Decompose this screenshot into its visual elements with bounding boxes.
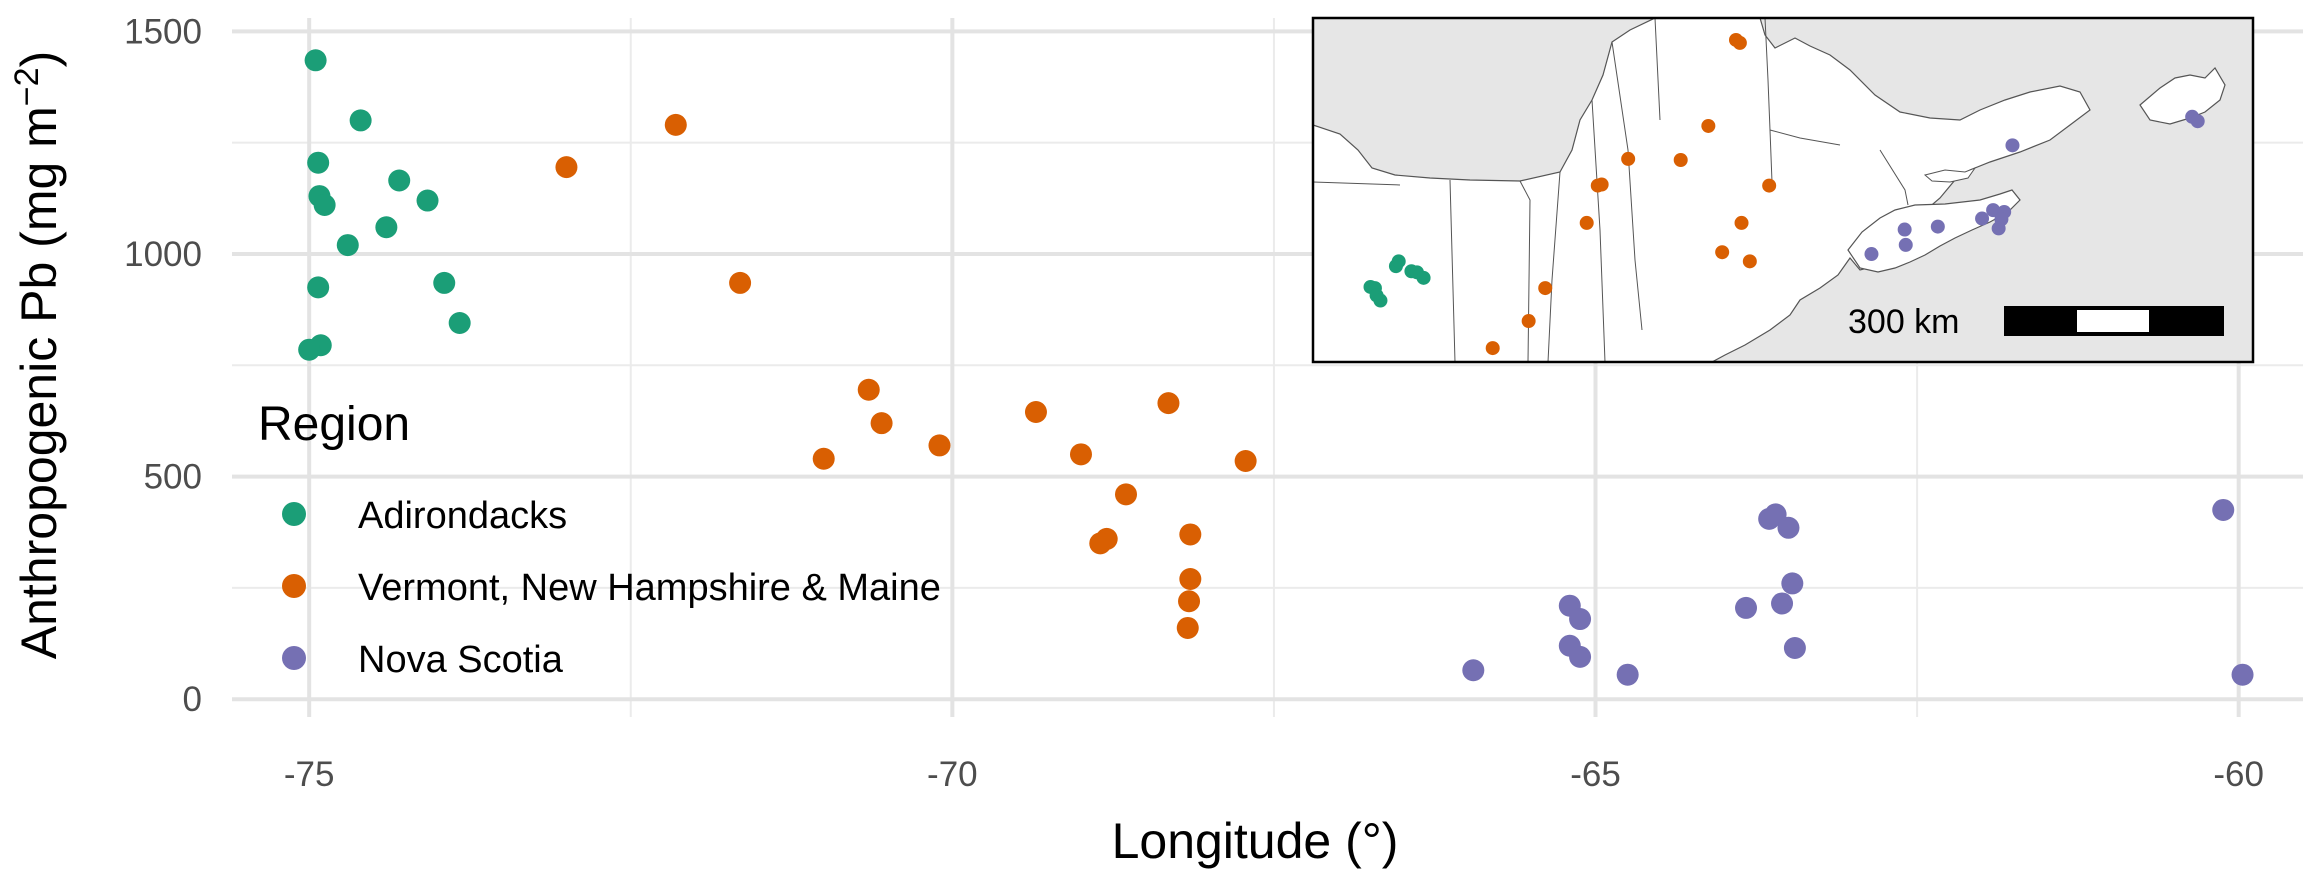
data-point (1069, 443, 1092, 466)
inset-map-point (1975, 211, 1990, 226)
data-point (1176, 616, 1199, 639)
data-point (304, 49, 327, 72)
inset-map-point (1897, 222, 1912, 237)
legend-key (282, 574, 306, 598)
data-point (416, 189, 439, 212)
y-tick-label: 500 (144, 458, 202, 497)
inset-map-point (1715, 245, 1730, 260)
y-axis-ticks: 0 500 1000 1500 (124, 12, 202, 719)
inset-map-point (1485, 341, 1500, 356)
inset-map-point (1994, 212, 2009, 227)
data-point (1462, 659, 1485, 682)
inset-pei (1923, 166, 1977, 183)
y-axis-title-main: Anthropogenic Pb (mg m (11, 106, 67, 659)
inset-map-point (1930, 219, 1945, 234)
data-point (1735, 596, 1758, 619)
data-point (1115, 483, 1138, 506)
legend-label: Nova Scotia (358, 639, 564, 681)
data-point (664, 113, 687, 136)
inset-map: 300 km (1311, 16, 2255, 364)
data-point (1777, 516, 1800, 539)
data-point (870, 412, 893, 435)
scale-bar-segment (2077, 310, 2149, 332)
inset-map-point (1986, 203, 2001, 218)
inset-map-point (1538, 281, 1553, 296)
inset-map-point (1732, 35, 1747, 50)
data-point (928, 434, 951, 457)
inset-map-point (2005, 138, 2020, 153)
legend-label: Vermont, New Hampshire & Maine (358, 567, 941, 609)
data-point (1179, 523, 1202, 546)
data-point (857, 378, 880, 401)
data-point (307, 151, 330, 174)
data-point (1024, 401, 1047, 424)
inset-borders (1312, 17, 1909, 363)
data-point (1569, 645, 1592, 668)
inset-map-point (1898, 237, 1913, 252)
inset-map-point (1762, 178, 1777, 193)
data-point (555, 156, 578, 179)
data-point (1569, 608, 1592, 631)
data-point (1616, 663, 1639, 686)
y-axis-title: Anthropogenic Pb (mg m−2) (8, 51, 67, 659)
inset-map-point (1742, 254, 1757, 269)
y-axis-title-close: ) (11, 51, 67, 68)
x-axis-title: Longitude (°) (1112, 813, 1399, 869)
legend-label: Adirondacks (358, 495, 567, 537)
data-point (1089, 532, 1112, 555)
data-point (307, 276, 330, 299)
data-point (433, 271, 456, 294)
inset-frame (1311, 16, 2255, 364)
data-points (298, 49, 2254, 686)
data-point (1178, 590, 1201, 613)
legend-title: Region (258, 398, 410, 451)
inset-map-point (1416, 270, 1431, 285)
scale-bar (2004, 306, 2224, 336)
data-point (388, 169, 411, 192)
data-point (1234, 449, 1257, 472)
inset-map-point (1594, 177, 1609, 192)
data-point (1157, 392, 1180, 415)
y-axis-title-superscript: −2 (8, 67, 46, 106)
data-point (336, 234, 359, 257)
y-tick-label: 0 (183, 680, 202, 719)
x-tick-label: -60 (2213, 755, 2264, 794)
inset-map-point (1734, 215, 1749, 230)
legend-key (282, 502, 306, 526)
inset-map-point (1579, 215, 1594, 230)
data-point (2212, 498, 2235, 521)
inset-map-point (1864, 247, 1879, 262)
data-point (729, 271, 752, 294)
x-tick-label: -70 (927, 755, 978, 794)
scale-bar-label: 300 km (1848, 303, 1960, 341)
legend-key (282, 646, 306, 670)
data-point (448, 311, 471, 334)
legend: Region Adirondacks Vermont, New Hampshire… (258, 398, 941, 681)
x-axis-ticks: -75 -70 -65 -60 (284, 755, 2264, 794)
data-point (812, 447, 835, 470)
inset-map-point (1701, 118, 1716, 133)
data-point (349, 109, 372, 132)
inset-map-point (1621, 151, 1636, 166)
data-point (313, 193, 336, 216)
data-point (1771, 592, 1794, 615)
inset-map-point (1373, 293, 1388, 308)
inset-map-point (1521, 314, 1536, 329)
data-point (1179, 567, 1202, 590)
inset-map-point (1391, 254, 1406, 269)
data-point (298, 338, 321, 361)
inset-newfoundland (2139, 67, 2226, 125)
inset-map-point (2190, 114, 2205, 129)
data-point (375, 216, 398, 239)
data-point (1783, 636, 1806, 659)
inset-map-point (1673, 152, 1688, 167)
x-tick-label: -65 (1570, 755, 1621, 794)
data-point (2231, 663, 2254, 686)
y-tick-label: 1000 (124, 235, 202, 274)
x-tick-label: -75 (284, 755, 335, 794)
inset-land (1312, 17, 2091, 363)
y-tick-label: 1500 (124, 12, 202, 51)
data-point (1781, 572, 1804, 595)
